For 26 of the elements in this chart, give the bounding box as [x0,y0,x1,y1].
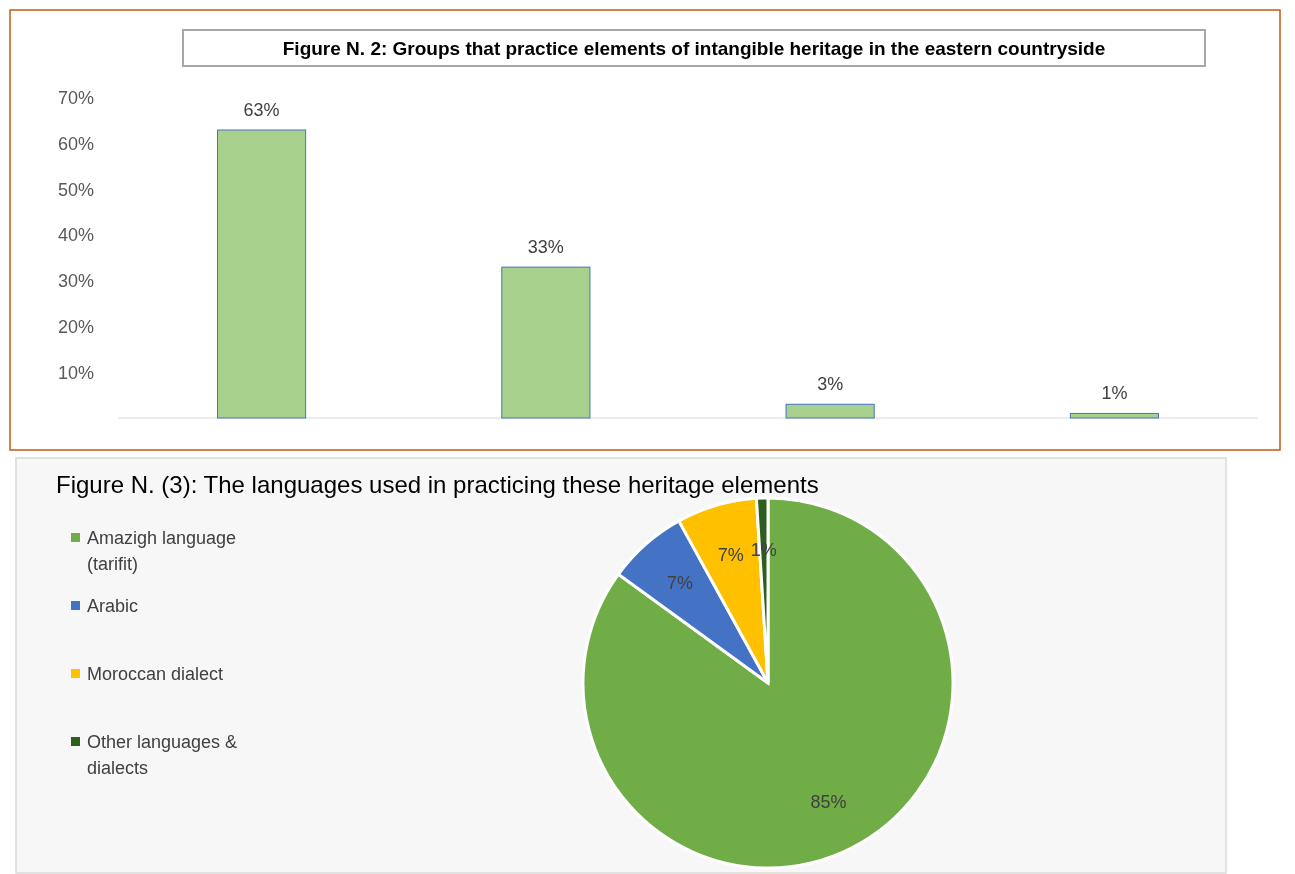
bar [1069,412,1159,419]
y-tick-label: 50% [57,179,94,200]
y-tick-label: 30% [57,271,94,292]
y-tick-label: 60% [57,134,94,155]
legend-label: Amazigh language (tarifit) [87,528,237,574]
legend-label: Other languages & dialects [87,732,238,778]
y-tick-label: 70% [57,88,94,109]
legend-label: Moroccan dialect [87,664,224,685]
text: 3% [817,374,844,395]
legend-label: Arabic [87,596,139,617]
data-label: 1% [750,540,777,561]
chart-title: Figure N. (3): The languages used in practicing these heritage elements [56,471,819,498]
text: 33% [527,237,564,258]
text: 1% [1101,383,1128,404]
bar [785,403,875,419]
y-tick-label: 20% [57,316,94,337]
pie-slice [581,496,955,870]
bar [217,129,307,419]
bar [501,266,591,419]
data-label: 7% [666,573,693,594]
chart-title: Figure N. 2: Groups that practice elements of intangible heritage in the eastern countryside [282,38,1106,59]
data-label: 85% [810,791,847,812]
text: 63% [243,100,280,120]
data-label: 7% [717,545,744,566]
y-tick-label: 10% [57,362,94,383]
y-tick-label: 40% [57,225,94,246]
